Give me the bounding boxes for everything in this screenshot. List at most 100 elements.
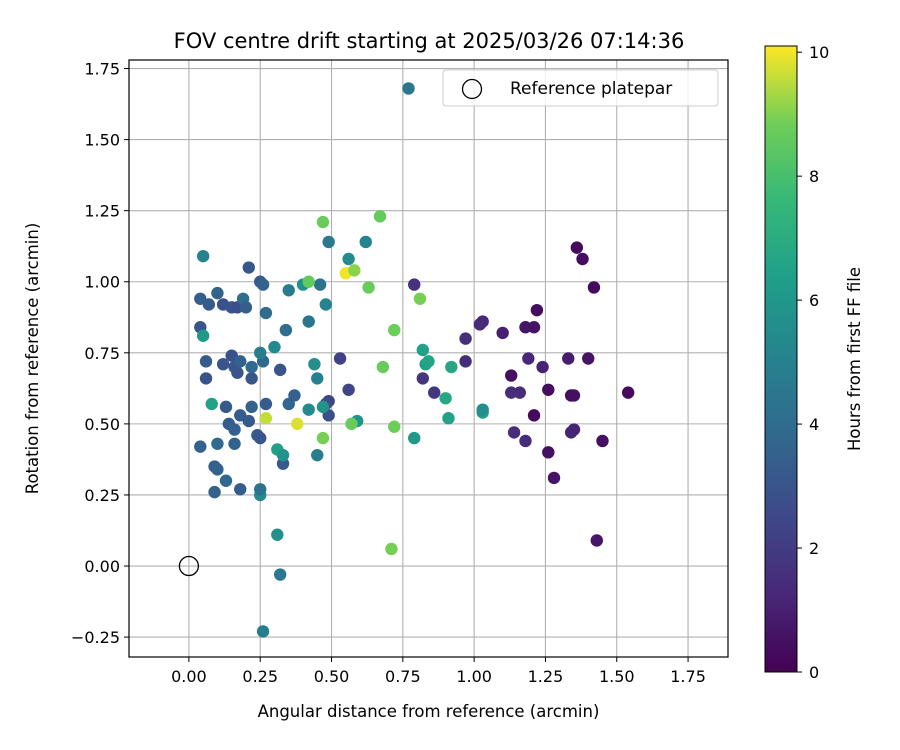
reference-platepar-marker [178, 555, 200, 577]
data-point [522, 352, 535, 365]
data-point [228, 437, 241, 450]
data-point [530, 303, 544, 317]
data-point [570, 241, 584, 254]
data-point [621, 386, 635, 399]
colorbar-tick-label: 2 [809, 539, 819, 558]
data-point [271, 528, 284, 541]
data-points [194, 82, 635, 638]
data-point [205, 397, 218, 411]
x-tick-label: 0.00 [171, 667, 207, 686]
data-point [408, 278, 421, 291]
x-tick-label: 0.50 [314, 667, 350, 686]
data-point [199, 355, 213, 368]
colorbar-tick-label: 6 [809, 291, 819, 310]
colorbar-tick-label: 4 [809, 415, 819, 434]
data-point [473, 318, 487, 331]
data-point [348, 264, 361, 277]
data-point [302, 403, 315, 416]
data-point [542, 383, 555, 396]
data-point [254, 346, 267, 360]
data-point [311, 372, 324, 385]
data-point [322, 235, 335, 249]
data-point [536, 360, 549, 374]
data-point [319, 298, 333, 311]
data-point [242, 414, 255, 428]
data-point [208, 485, 221, 499]
x-axis-ticks: 0.00 0.25 0.50 0.75 1.00 1.25 1.50 1.75 [171, 657, 706, 686]
y-tick-label: 0.50 [84, 415, 120, 434]
data-point [242, 261, 255, 274]
data-point [505, 386, 518, 399]
data-point [256, 625, 270, 638]
data-point [582, 352, 595, 365]
data-point [445, 360, 458, 374]
data-point [496, 326, 509, 340]
data-point [547, 471, 561, 485]
data-point [211, 437, 224, 450]
data-point [507, 426, 521, 439]
data-point [256, 278, 270, 291]
data-point [439, 392, 452, 405]
data-point [596, 434, 609, 448]
plot-frame [128, 59, 729, 658]
data-point [422, 355, 435, 368]
y-tick-label: 0.25 [84, 486, 120, 505]
data-point [476, 403, 489, 416]
data-point [196, 249, 210, 263]
data-point [513, 386, 526, 399]
data-point [316, 215, 330, 229]
data-point [527, 321, 541, 334]
data-point [316, 431, 330, 445]
data-point [282, 284, 295, 297]
data-point [519, 434, 532, 448]
data-point [376, 360, 390, 374]
data-point [194, 440, 207, 453]
data-point [279, 323, 293, 337]
data-point [268, 340, 281, 354]
data-point [196, 329, 210, 342]
data-point [259, 397, 273, 411]
data-point [313, 278, 327, 291]
data-point [234, 355, 247, 368]
data-point [442, 412, 455, 425]
data-point [567, 389, 581, 402]
colorbar-gradient [764, 45, 798, 673]
x-tick-label: 0.25 [242, 667, 278, 686]
colorbar: 0 2 4 6 8 10 Hours from first FF file [764, 43, 864, 682]
y-tick-label: 1.00 [84, 273, 120, 292]
legend-label-reference-platepar: Reference platepar [510, 79, 672, 99]
data-point [254, 431, 267, 445]
colorbar-tick-label: 0 [809, 663, 819, 682]
data-point [311, 448, 324, 462]
x-tick-label: 1.50 [599, 667, 635, 686]
data-point [388, 323, 401, 337]
data-point [245, 360, 258, 374]
x-axis-label: Angular distance from reference (arcmin) [258, 702, 600, 721]
data-point [342, 252, 355, 266]
data-point [245, 372, 258, 385]
data-point [228, 423, 241, 436]
data-point [259, 306, 273, 320]
data-point [219, 474, 233, 487]
data-point [362, 281, 375, 294]
y-tick-label: −0.25 [71, 628, 120, 647]
data-point [567, 423, 581, 436]
data-point [345, 417, 358, 431]
legend-box [442, 69, 719, 107]
data-point [239, 301, 253, 314]
y-tick-label: 0.00 [84, 557, 120, 576]
data-point [211, 286, 224, 300]
chart-title: FOV centre drift starting at 2025/03/26 … [174, 29, 685, 53]
x-tick-label: 1.25 [528, 667, 564, 686]
data-point [231, 366, 244, 379]
grid-lines [129, 60, 728, 657]
x-tick-label: 1.00 [456, 667, 492, 686]
data-point [413, 292, 427, 305]
colorbar-ticks: 0 2 4 6 8 10 [797, 43, 829, 682]
data-point [276, 448, 290, 462]
y-axis-ticks: −0.25 0.00 0.25 0.50 0.75 1.00 1.25 1.50 1.75 [71, 60, 129, 647]
data-point [308, 357, 321, 371]
data-point [587, 281, 601, 294]
data-point [288, 389, 301, 402]
